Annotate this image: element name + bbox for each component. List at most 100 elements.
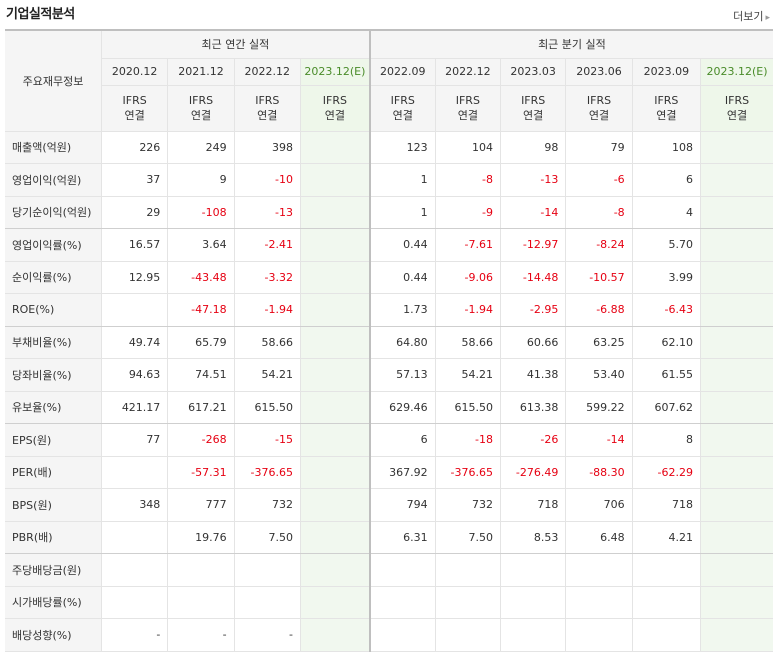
table-cell [300,488,371,522]
row-label: 유보율(%) [5,391,102,424]
table-cell: 79 [565,131,633,164]
table-cell: 617.21 [167,391,235,424]
table-cell: -108 [167,196,235,229]
period-header: 2023.12(E) [700,58,773,86]
table-cell [300,586,371,619]
table-row: 배당성향(%) - - - [5,618,773,652]
table-cell: 8 [632,423,702,457]
table-cell [700,521,773,554]
table-cell: 123 [368,131,436,164]
table-cell: 6.31 [368,521,436,554]
table-cell [167,553,235,587]
table-cell: -26 [500,423,567,457]
table-cell [435,553,502,587]
table-cell [700,358,773,392]
consolidation-label: 연결 [257,109,278,122]
table-cell [700,131,773,164]
table-cell: -6.43 [632,293,702,327]
accounting-standard-label: IFRS [586,94,612,107]
table-cell: -57.31 [167,456,235,489]
table-row: PBR(배) 19.76 7.50 6.31 7.50 8.53 6.48 4.21 [5,521,773,554]
table-row: BPS(원) 348 777 732 794 732 718 706 718 [5,488,773,522]
table-cell [435,586,502,619]
accounting-standard-label: IFRS [654,94,679,107]
table-cell: 63.25 [565,326,633,359]
table-cell: 794 [368,488,436,522]
table-cell: 599.22 [565,391,633,424]
table-cell: 1 [368,196,436,229]
section-title: 기업실적분석 [6,7,75,22]
table-cell: -13 [500,163,567,197]
more-link[interactable]: 더보기 ▸ [733,8,770,24]
row-label: 주당배당금(원) [5,553,102,587]
table-cell [700,586,773,619]
table-cell [300,423,371,457]
table-cell: 62.10 [632,326,702,359]
table-cell: 64.80 [368,326,436,359]
table-cell [167,586,235,619]
table-cell: -8 [435,163,502,197]
consolidation-label: 연결 [324,109,346,122]
period-header: 2022.12 [234,58,301,86]
accounting-standard-header: IFRS 연결 [167,85,235,132]
table-cell: -14 [565,423,633,457]
table-cell: 19.76 [167,521,235,554]
table-cell: -12.97 [500,228,567,262]
table-cell [101,293,169,327]
table-row: ROE(%) -47.18 -1.94 1.73 -1.94 -2.95 -6.88 -6.4… [5,293,773,327]
table-cell: -268 [167,423,235,457]
more-label: 더보기 [733,10,764,23]
table-cell: 16.57 [101,228,169,262]
accounting-standard-header: IFRS 연결 [300,85,371,132]
table-cell [101,553,169,587]
table-cell [500,586,567,619]
table-cell [700,456,773,489]
consolidation-label: 연결 [124,109,145,122]
table-cell [300,358,371,392]
row-label: 당좌비율(%) [5,358,102,392]
table-cell: 732 [234,488,301,522]
table-cell: 5.70 [632,228,702,262]
row-label: EPS(원) [5,423,102,457]
table-cell: 6.48 [565,521,633,554]
consolidation-label: 연결 [523,109,544,122]
table-cell: 8.53 [500,521,567,554]
table-cell: -6.88 [565,293,633,327]
table-cell: -15 [234,423,301,457]
table-cell [300,391,371,424]
table-cell: -62.29 [632,456,702,489]
table-cell: -1.94 [435,293,502,327]
consolidation-label: 연결 [656,109,677,122]
table-cell: 61.55 [632,358,702,392]
table-cell [700,196,773,229]
table-cell: 57.13 [368,358,436,392]
table-cell: 3.64 [167,228,235,262]
table-cell: 226 [101,131,169,164]
table-cell: 615.50 [234,391,301,424]
accounting-standard-header: IFRS 연결 [632,85,702,132]
table-cell: 60.66 [500,326,567,359]
table-cell: 615.50 [435,391,502,424]
table-cell: 367.92 [368,456,436,489]
table-cell: 104 [435,131,502,164]
table-cell: 732 [435,488,502,522]
table-cell [700,553,773,587]
table-cell: -7.61 [435,228,502,262]
table-cell [700,163,773,197]
table-cell: 4 [632,196,702,229]
table-cell [300,618,371,652]
table-cell [565,586,633,619]
table-cell: 54.21 [234,358,301,392]
table-cell: 777 [167,488,235,522]
period-header: 2020.12 [101,58,169,86]
table-row: 주당배당금(원) [5,553,773,587]
accounting-standard-header: IFRS 연결 [565,85,633,132]
accounting-standard-header: IFRS 연결 [368,85,436,132]
table-row: 유보율(%) 421.17 617.21 615.50 629.46 615.50 613.… [5,391,773,424]
period-header: 2023.03 [500,58,567,86]
table-cell: 718 [632,488,702,522]
table-cell: 65.79 [167,326,235,359]
consolidation-label: 연결 [457,109,478,122]
row-label: 부채비율(%) [5,326,102,359]
table-cell [300,163,371,197]
